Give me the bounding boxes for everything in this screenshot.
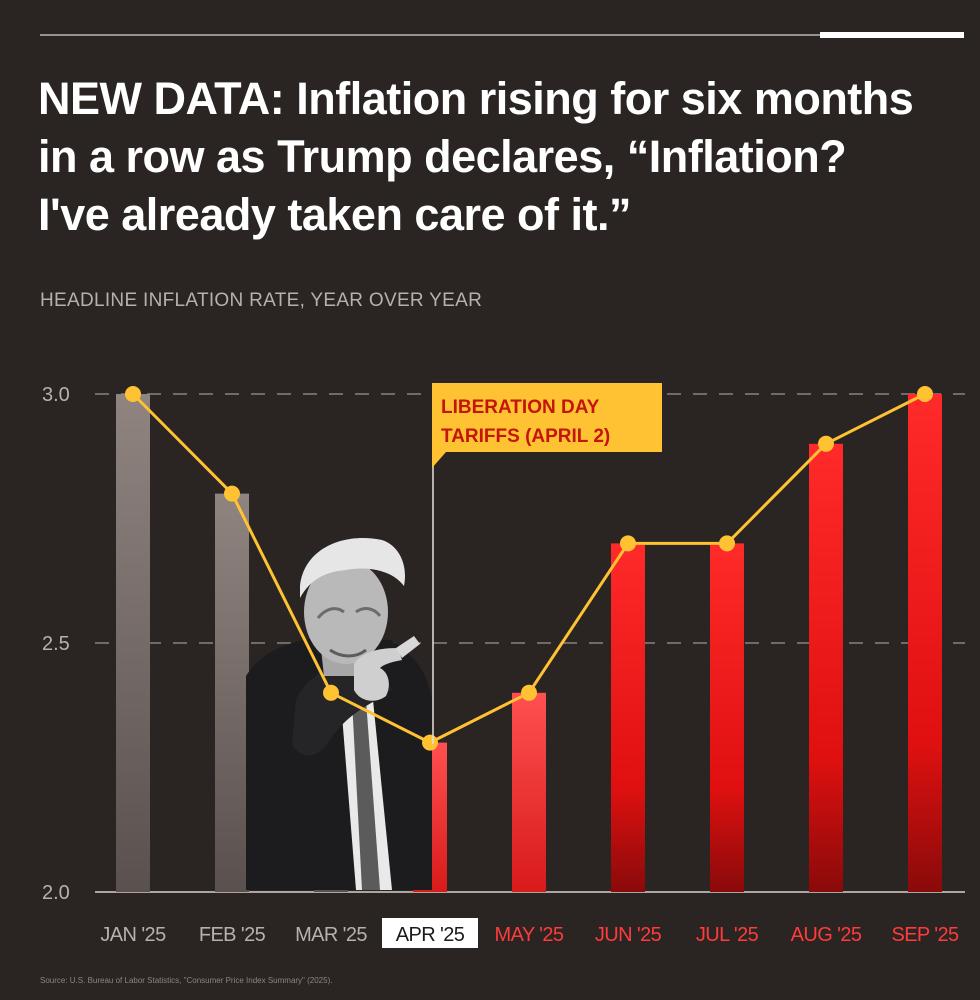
data-point: [521, 684, 537, 701]
annotation-line-1: LIBERATION DAY: [441, 397, 600, 418]
label-layer: JAN '25 FEB '25 MAR '25 APR '25 MAY '25 JUN '…: [100, 918, 960, 948]
y-tick-label: 2.0: [42, 882, 70, 904]
headline-line-1: NEW DATA: Inflation rising for six month…: [38, 73, 914, 124]
data-point: [125, 386, 141, 402]
source-note: Source: U.S. Bureau of Labor Statistics,…: [40, 976, 333, 985]
bar-aug-25: [809, 443, 843, 892]
chart-subtitle: HEADLINE INFLATION RATE, YEAR OVER YEAR: [40, 290, 483, 311]
bar-sep-25: [908, 394, 942, 892]
headline-line-3: I've already taken care of it.”: [38, 189, 632, 240]
x-tick-label: AUG '25: [791, 924, 862, 946]
y-tick-label: 2.5: [42, 633, 70, 655]
y-tick-label: 3.0: [42, 384, 70, 406]
x-tick-label: SEP '25: [891, 924, 959, 946]
highlight-label-box: [382, 918, 478, 948]
data-point: [719, 535, 735, 552]
bar-layer: [116, 394, 942, 892]
data-point: [620, 535, 636, 552]
top-rule-accent: [820, 32, 964, 38]
x-tick-label: JUL '25: [696, 924, 759, 946]
bar-feb-25: [215, 493, 249, 892]
bar-jul-25: [710, 543, 744, 892]
headline: NEW DATA: Inflation rising for six month…: [38, 70, 958, 244]
x-tick-label: MAR '25: [295, 924, 367, 946]
x-tick-label: JUN '25: [595, 924, 662, 946]
annotation-line-2: TARIFFS (APRIL 2): [441, 426, 610, 447]
bar-jan-25: [116, 394, 150, 892]
data-point: [917, 386, 933, 402]
annotation-callout: [432, 383, 662, 468]
x-tick-label: MAY '25: [495, 924, 564, 946]
top-rule: [40, 34, 820, 36]
data-point: [818, 435, 834, 452]
liberation-day-annotation: LIBERATION DAY TARIFFS (APRIL 2): [432, 383, 662, 744]
headline-line-2: in a row as Trump declares, “Inflation?: [38, 131, 847, 182]
x-tick-label: JAN '25: [100, 924, 166, 946]
data-point: [422, 734, 438, 751]
bar-jun-25: [611, 543, 645, 892]
x-tick-label: FEB '25: [199, 924, 266, 946]
x-tick-label: APR '25: [396, 924, 465, 946]
bar-may-25: [512, 692, 546, 892]
data-point: [224, 485, 240, 502]
data-point: [323, 684, 339, 701]
point-layer: [125, 386, 933, 751]
trump-photo: [246, 537, 432, 890]
